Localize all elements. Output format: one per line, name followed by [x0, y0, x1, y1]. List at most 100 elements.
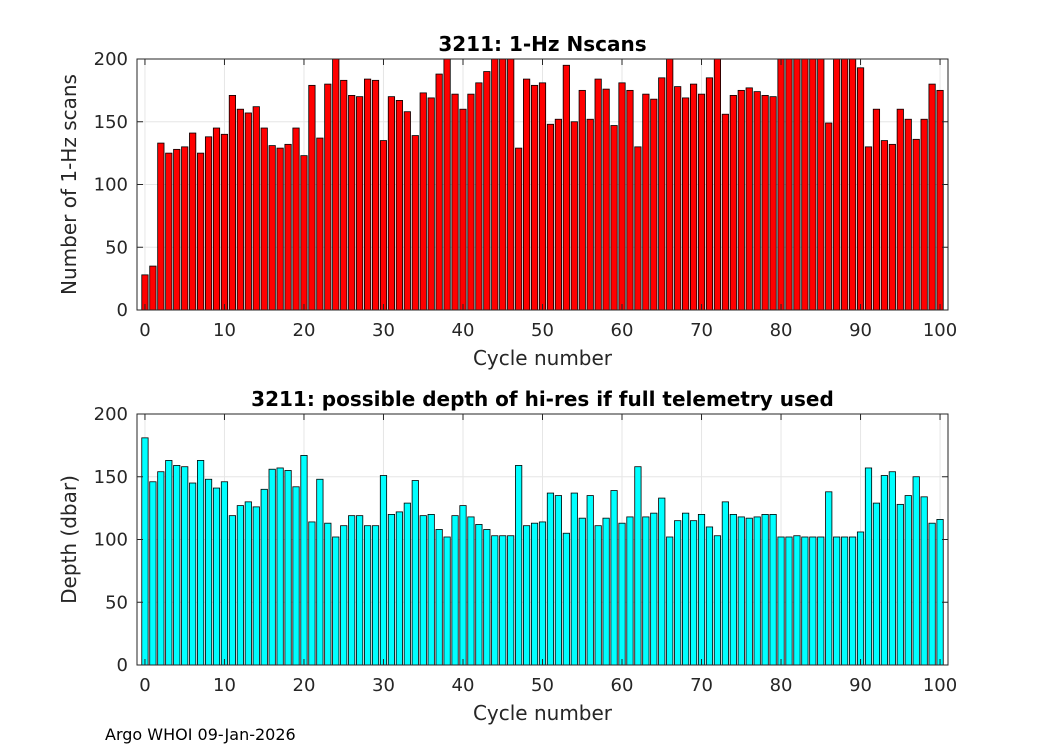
- bar-series: [141, 437, 944, 665]
- footer-credit: Argo WHOI 09-Jan-2026: [105, 725, 296, 744]
- bar: [801, 536, 809, 665]
- bar: [689, 83, 698, 310]
- bar: [689, 520, 698, 665]
- bar: [530, 522, 539, 665]
- bar: [387, 514, 396, 665]
- y-tick-label: 0: [117, 655, 128, 676]
- bar: [745, 517, 753, 665]
- bar: [880, 475, 888, 665]
- bar: [737, 516, 745, 665]
- bar: [157, 142, 165, 310]
- bar: [340, 79, 348, 310]
- bar: [777, 59, 785, 310]
- bar: [451, 515, 459, 665]
- bar: [308, 84, 316, 310]
- bar: [515, 465, 523, 665]
- bar: [149, 265, 157, 310]
- bar: [729, 94, 737, 310]
- bar: [189, 132, 197, 310]
- x-tick-label: 70: [690, 320, 713, 341]
- bar: [745, 87, 753, 310]
- bar: [165, 152, 173, 310]
- bar: [427, 514, 435, 665]
- bar: [467, 516, 475, 665]
- bar: [363, 525, 372, 665]
- bar: [332, 536, 340, 665]
- bar: [260, 127, 268, 310]
- bar: [626, 89, 634, 310]
- bar: [459, 108, 467, 310]
- bar: [228, 94, 236, 310]
- x-tick-label: 90: [849, 320, 872, 341]
- bar: [260, 488, 268, 665]
- bar: [578, 517, 586, 665]
- bar: [785, 59, 793, 310]
- bar: [371, 79, 380, 310]
- bar: [292, 127, 300, 310]
- bar: [888, 471, 896, 665]
- bar: [666, 536, 674, 665]
- x-tick-label: 80: [770, 675, 793, 696]
- bar: [443, 59, 451, 310]
- bar: [610, 490, 618, 665]
- bar: [602, 88, 610, 310]
- bar: [284, 470, 292, 665]
- bar: [904, 118, 912, 310]
- bar: [204, 136, 213, 310]
- bar: [682, 97, 690, 310]
- bar: [880, 140, 888, 310]
- bar: [769, 96, 777, 310]
- x-tick-label: 90: [849, 675, 872, 696]
- bar: [856, 531, 865, 665]
- bar: [149, 481, 157, 665]
- x-tick-label: 50: [531, 675, 554, 696]
- bar: [363, 78, 372, 310]
- bar: [570, 121, 578, 310]
- bar: [459, 505, 467, 665]
- bar: [204, 478, 213, 665]
- bar: [419, 92, 427, 310]
- bar: [666, 59, 674, 310]
- bar: [499, 535, 507, 665]
- bar: [817, 536, 825, 665]
- bar: [181, 466, 189, 665]
- bar: [642, 93, 650, 310]
- y-tick-label: 0: [117, 300, 128, 321]
- bar: [626, 516, 634, 665]
- bar: [395, 100, 403, 310]
- bar: [713, 535, 722, 665]
- bar: [308, 521, 316, 665]
- bar: [387, 96, 396, 310]
- bar: [825, 122, 833, 310]
- bar: [173, 465, 181, 665]
- bar: [348, 94, 356, 310]
- bar: [674, 86, 682, 310]
- bar: [928, 83, 936, 310]
- bar: [483, 529, 491, 665]
- bar: [594, 78, 602, 310]
- bar: [451, 93, 459, 310]
- bar: [411, 135, 419, 310]
- bar: [212, 127, 221, 310]
- bar: [658, 497, 666, 665]
- bar: [324, 522, 332, 665]
- bar: [228, 515, 236, 665]
- bar: [467, 93, 475, 310]
- bar: [849, 536, 857, 665]
- bar: [546, 123, 555, 310]
- bar: [849, 59, 857, 310]
- y-tick-label: 50: [105, 592, 128, 613]
- bar: [578, 89, 586, 310]
- bar: [912, 138, 920, 310]
- bar: [403, 502, 411, 665]
- x-tick-label: 70: [690, 675, 713, 696]
- bar: [833, 59, 841, 310]
- bar: [793, 59, 801, 310]
- x-tick-label: 10: [213, 320, 236, 341]
- bar: [610, 125, 618, 310]
- bar: [181, 146, 189, 310]
- bar: [920, 496, 928, 665]
- bar: [841, 59, 849, 310]
- bar: [658, 77, 666, 310]
